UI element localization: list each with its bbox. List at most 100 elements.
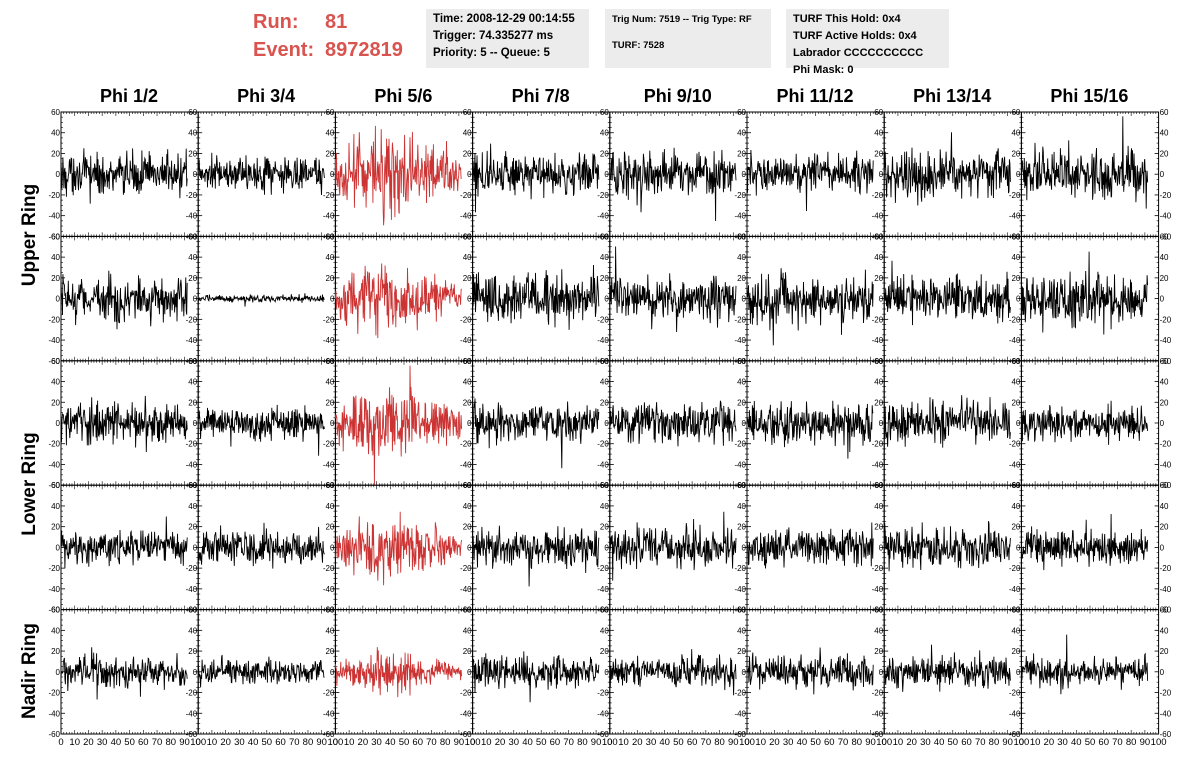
y-tick-label: -40: [460, 460, 472, 469]
y-tick-label: 40: [325, 502, 334, 511]
y-tick-label: -40: [323, 709, 335, 718]
y-tick-label: 40: [463, 626, 472, 635]
column-title: Phi 9/10: [643, 86, 712, 106]
y-tick-label: 40: [463, 253, 472, 262]
y-tick-label: 40: [1011, 626, 1020, 635]
y-tick-label: -40: [48, 212, 60, 221]
y-tick-label: -40: [734, 336, 746, 345]
y-tick-label: 0: [604, 543, 609, 552]
y-tick-label: -40: [597, 585, 609, 594]
y-tick-label: 0: [879, 543, 884, 552]
waveform-panel: 60 60 40 40 20 20 0 0 -20 -20 -40 -40 -60 -60: [1009, 232, 1172, 365]
column-title: Phi 5/6: [374, 86, 433, 106]
y-tick-label: 40: [325, 626, 334, 635]
x-tick-label: 40: [111, 737, 122, 748]
waveform-line: [60, 647, 188, 700]
y-tick-label: -40: [186, 585, 198, 594]
y-tick-label: 0: [467, 543, 472, 552]
x-tick-label: 0: [470, 737, 475, 748]
y-tick-label: -40: [460, 212, 472, 221]
y-tick-label: -20: [872, 689, 884, 698]
y-tick-label: 20: [463, 523, 472, 532]
y-tick-label: 0: [193, 295, 198, 304]
x-tick-label: 30: [920, 737, 931, 748]
y-tick-label: 40: [600, 378, 609, 387]
x-tick-label: 30: [371, 737, 382, 748]
y-tick-label: 20: [51, 274, 60, 283]
y-tick-label: -20: [1009, 564, 1021, 573]
y-tick-label: -40: [48, 460, 60, 469]
trig-num-text: Trig Num: 7519 -- Trig Type: RF: [612, 14, 752, 25]
y-tick-label: 20: [51, 149, 60, 158]
y-tick-label: 20: [188, 523, 197, 532]
y-tick-label: 20: [737, 523, 746, 532]
waveform-line: [746, 400, 874, 459]
y-tick-label: 20: [51, 647, 60, 656]
y-tick-label: -40: [1160, 212, 1172, 221]
y-tick-label: -20: [48, 564, 60, 573]
x-tick-label: 80: [714, 737, 725, 748]
y-tick-label: 0: [879, 419, 884, 428]
y-tick-label: 20: [188, 398, 197, 407]
y-tick-label: -40: [1160, 460, 1172, 469]
y-tick-label: 40: [874, 253, 883, 262]
y-tick-label: 60: [463, 481, 472, 490]
x-tick-label: 30: [783, 737, 794, 748]
y-tick-label: 0: [330, 170, 335, 179]
y-tick-label: 0: [56, 295, 61, 304]
y-tick-label: 60: [463, 357, 472, 366]
waveform-line: [1021, 400, 1149, 445]
y-tick-label: 20: [188, 274, 197, 283]
y-tick-label: 60: [51, 606, 60, 615]
x-tick-label: 100: [327, 737, 343, 748]
y-tick-label: 60: [51, 232, 60, 241]
y-tick-label: 20: [188, 149, 197, 158]
y-tick-label: 40: [1160, 502, 1169, 511]
y-tick-label: 60: [188, 232, 197, 241]
y-tick-label: 0: [330, 419, 335, 428]
y-tick-label: 20: [874, 149, 883, 158]
x-tick-label: 40: [659, 737, 670, 748]
y-tick-label: 0: [1016, 419, 1021, 428]
y-tick-label: 0: [604, 419, 609, 428]
y-tick-label: 40: [737, 253, 746, 262]
y-tick-label: 60: [737, 357, 746, 366]
y-tick-label: 40: [188, 378, 197, 387]
y-tick-label: 0: [1160, 295, 1165, 304]
x-tick-label: 80: [851, 737, 862, 748]
y-tick-label: 20: [1011, 398, 1020, 407]
x-tick-label: 30: [234, 737, 245, 748]
x-tick-label: 80: [303, 737, 314, 748]
y-tick-label: 0: [1160, 543, 1165, 552]
y-tick-label: 60: [463, 108, 472, 117]
x-tick-label: 10: [344, 737, 355, 748]
y-tick-label: 40: [874, 502, 883, 511]
y-tick-label: 40: [737, 502, 746, 511]
y-tick-label: 0: [742, 170, 747, 179]
y-tick-label: 60: [737, 232, 746, 241]
x-tick-label: 60: [412, 737, 423, 748]
y-tick-label: 40: [600, 253, 609, 262]
x-tick-label: 80: [989, 737, 1000, 748]
y-tick-label: 0: [742, 668, 747, 677]
x-tick-label: 0: [1019, 737, 1024, 748]
y-tick-label: 60: [737, 108, 746, 117]
y-tick-label: 60: [325, 481, 334, 490]
y-tick-label: -20: [186, 191, 198, 200]
y-tick-label: 20: [737, 149, 746, 158]
y-tick-label: 20: [1160, 398, 1169, 407]
y-tick-label: -20: [872, 564, 884, 573]
waveform-line: [60, 516, 188, 569]
y-tick-label: -40: [872, 585, 884, 594]
event-label: Event:: [253, 39, 315, 61]
waveform-line: [1020, 251, 1149, 335]
y-tick-label: 0: [467, 668, 472, 677]
y-tick-label: -40: [734, 709, 746, 718]
x-tick-label: 90: [728, 737, 739, 748]
